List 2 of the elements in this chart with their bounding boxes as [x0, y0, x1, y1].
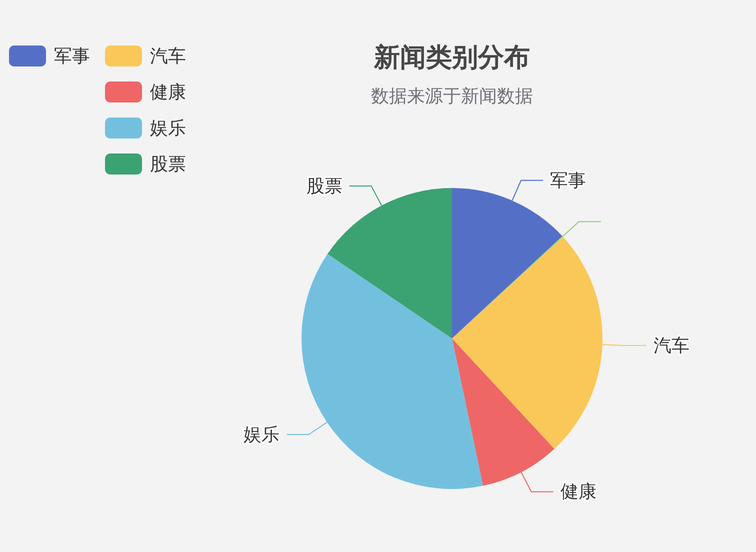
title: 新闻类别分布: [374, 42, 530, 72]
subtitle: 数据来源于新闻数据: [371, 86, 533, 106]
